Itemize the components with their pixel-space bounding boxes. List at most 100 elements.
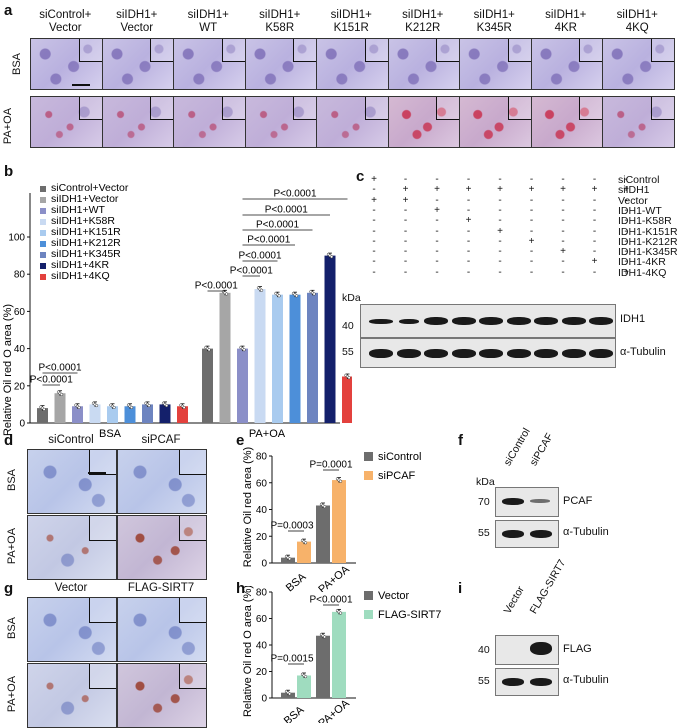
micrograph-inset	[650, 97, 674, 120]
blot-idh1	[360, 304, 616, 338]
band	[502, 678, 524, 686]
p-value-label: P<0.0001	[230, 266, 274, 277]
y-tick-label: 20	[14, 381, 26, 392]
bar	[37, 408, 48, 423]
band	[530, 499, 550, 503]
panel-a-col-label: 4KQ	[625, 22, 649, 34]
micrograph-inset	[293, 39, 316, 62]
p-value-label: P<0.0001	[247, 235, 291, 246]
band	[369, 349, 393, 358]
panel-label-i: i	[458, 580, 463, 597]
condition-sign: -	[529, 225, 534, 237]
legend-label: Vector	[378, 590, 410, 602]
condition-sign: -	[435, 246, 439, 258]
band	[396, 349, 421, 358]
y-tick-label: 0	[261, 559, 267, 570]
column-label: Vector	[54, 582, 88, 594]
condition-sign: -	[435, 235, 439, 247]
condition-sign: +	[560, 246, 566, 258]
condition-sign: -	[529, 266, 534, 278]
condition-sign: -	[498, 204, 502, 216]
micrograph	[459, 96, 532, 148]
data-point	[77, 405, 81, 410]
condition-sign: -	[466, 204, 471, 216]
data-point	[295, 294, 299, 298]
panel-label-b: b	[4, 163, 14, 180]
data-point	[225, 292, 229, 296]
band	[502, 530, 524, 538]
condition-sign: -	[372, 246, 376, 258]
condition-sign: -	[624, 215, 628, 227]
bar	[324, 255, 336, 423]
band	[451, 317, 476, 325]
condition-sign: -	[561, 266, 565, 278]
legend-swatch	[40, 263, 46, 269]
legend-label: siIDH1+WT	[51, 204, 106, 216]
data-point	[207, 348, 211, 352]
micrograph-inset	[436, 39, 459, 62]
condition-sign: -	[498, 194, 502, 206]
condition-sign: -	[403, 225, 408, 237]
condition-sign: +	[371, 194, 377, 206]
legend-swatch	[364, 591, 373, 600]
micrograph	[459, 38, 532, 90]
y-tick-label: 40	[256, 641, 268, 652]
panel-a-col-label: Vector	[48, 22, 82, 34]
legend-swatch	[40, 186, 46, 192]
bar	[342, 376, 352, 423]
condition-sign: -	[592, 174, 597, 185]
row-label: PA+OA	[6, 675, 18, 713]
band	[561, 317, 586, 325]
legend-label: siIDH1+K151R	[51, 226, 121, 238]
condition-sign: +	[434, 184, 440, 196]
condition-sign: -	[624, 174, 628, 185]
legend-swatch	[40, 274, 46, 280]
condition-sign: -	[403, 204, 408, 216]
panel-a-col-label: K58R	[265, 22, 295, 34]
condition-sign: -	[561, 225, 565, 237]
bar	[107, 406, 118, 423]
condition-label: IDH1-4KQ	[618, 266, 667, 279]
blot-tubulin	[360, 338, 616, 368]
kda-label: kDa	[476, 476, 495, 488]
band	[506, 317, 531, 325]
micrograph-inset	[89, 598, 116, 623]
micrograph-inset	[179, 450, 206, 475]
legend-label: siIDH1+K58R	[51, 215, 115, 227]
condition-sign: +	[402, 184, 409, 196]
chart-h-group-bsa: BSA	[282, 704, 307, 723]
condition-sign: -	[403, 266, 408, 278]
legend-swatch	[364, 452, 373, 461]
data-point	[323, 635, 327, 639]
p-value-label: P<0.0001	[265, 205, 309, 216]
row-label: BSA	[6, 469, 18, 492]
data-point	[323, 505, 327, 509]
micrograph	[244, 96, 317, 148]
micrograph	[602, 96, 675, 148]
data-point	[130, 405, 134, 410]
panel-a-col-label: siIDH1+	[545, 9, 587, 21]
p-value-label: P=0.0001	[309, 460, 353, 471]
data-point	[288, 557, 292, 561]
data-point	[312, 292, 316, 296]
band	[451, 349, 476, 358]
panel-label-e: e	[236, 432, 245, 449]
micrograph	[316, 96, 389, 148]
chart-e-ylabel: Relative Oil red area (%)	[242, 447, 254, 567]
condition-sign: -	[592, 266, 597, 278]
condition-sign: -	[529, 256, 534, 268]
data-point	[42, 407, 46, 411]
condition-sign: +	[560, 184, 566, 196]
lane-label: FLAG-SIRT7	[527, 557, 569, 616]
micrograph-inset	[89, 664, 116, 689]
condition-sign: -	[561, 235, 565, 247]
legend-label: FLAG-SIRT7	[378, 609, 441, 621]
condition-label: IDH1-WT	[618, 204, 662, 217]
condition-sign: -	[435, 174, 439, 185]
column-label: siControl	[48, 434, 94, 446]
micrograph-inset	[579, 97, 602, 120]
condition-sign: -	[624, 246, 628, 258]
condition-sign: -	[403, 256, 408, 268]
condition-sign: -	[403, 246, 408, 258]
bar	[124, 406, 136, 423]
